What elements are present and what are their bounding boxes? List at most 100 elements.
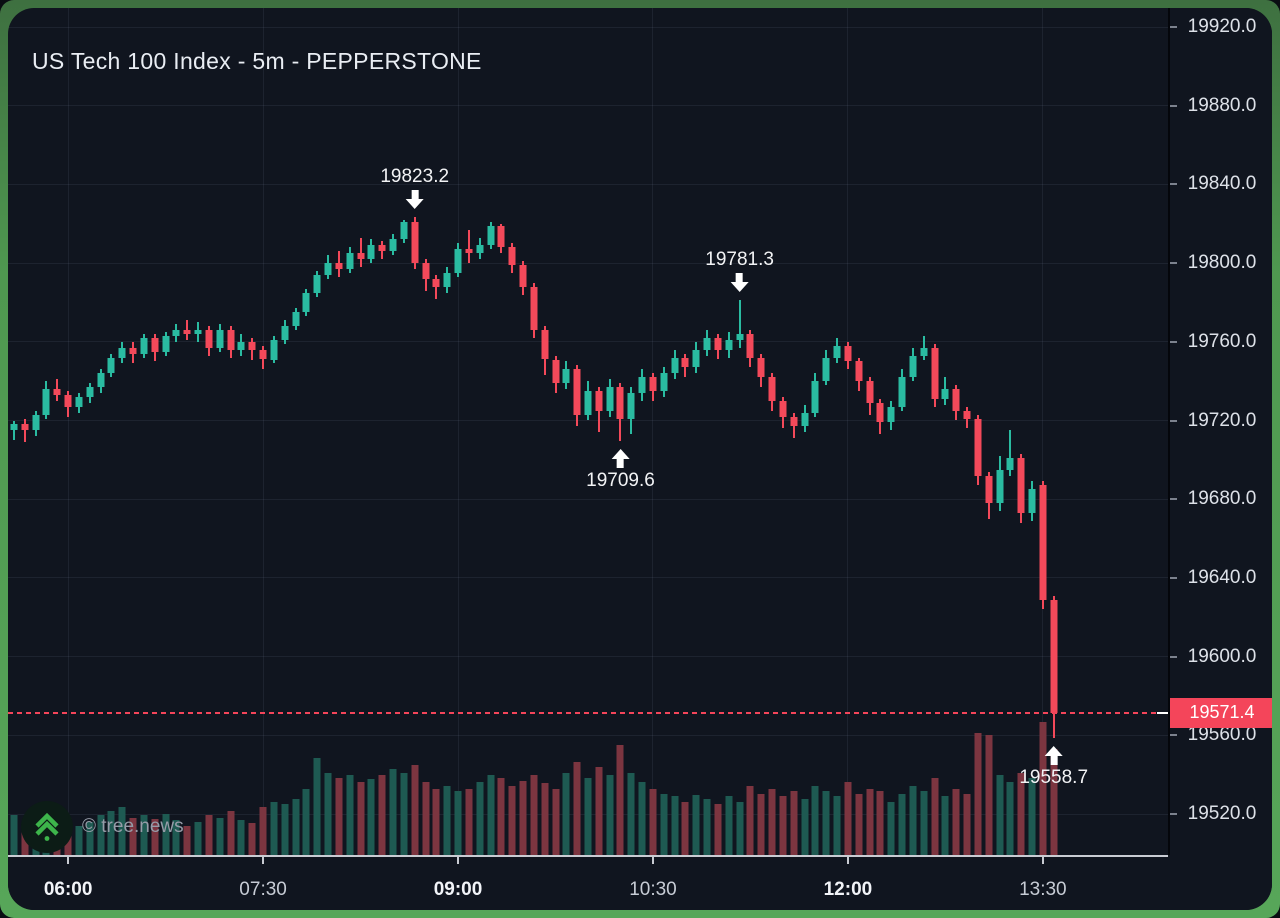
candle-body — [151, 337, 159, 352]
volume-bar — [465, 788, 473, 855]
price-axis[interactable]: 19920.0 19880.0 19840.0 19800.0 19760.0 19720… — [1168, 8, 1272, 855]
price-tick-label: 19560.0 — [1187, 724, 1257, 746]
price-tick-label: 19760.0 — [1187, 330, 1257, 352]
watermark-text: © tree.news — [82, 816, 184, 837]
time-axis[interactable]: 06:00 07:30 09:00 10:30 12:00 13:30 — [8, 855, 1272, 910]
volume-bar — [1006, 781, 1014, 855]
candle-body — [64, 394, 72, 407]
candle-body — [876, 402, 884, 423]
marker: 19558.7 — [1019, 745, 1089, 791]
volume-bar — [476, 781, 484, 855]
volume-bar — [443, 785, 451, 855]
candle-body — [595, 390, 603, 411]
candle-body — [270, 339, 278, 360]
volume-bar — [530, 775, 538, 855]
volume-bar — [671, 796, 679, 855]
volume-bar — [692, 795, 700, 855]
candle-body — [562, 369, 570, 384]
volume-bar — [227, 811, 235, 855]
volume-bar — [129, 817, 137, 855]
candle-body — [1028, 489, 1036, 513]
candle-body — [281, 326, 289, 340]
candle-body — [941, 389, 949, 399]
candle-body — [552, 359, 559, 384]
last-price-line — [8, 711, 1168, 714]
volume-bar — [389, 768, 397, 855]
volume-bar — [183, 825, 191, 855]
vertical-gridline — [457, 8, 459, 855]
tree-news-logo — [21, 801, 73, 853]
candle-body — [313, 274, 321, 293]
candle-body — [432, 278, 440, 287]
candle-wick — [359, 237, 362, 268]
candle-body — [996, 469, 1004, 504]
arrow-stem — [1050, 755, 1058, 765]
time-tick-label: 06:00 — [43, 879, 93, 900]
volume-bar — [855, 793, 863, 855]
volume-bar — [790, 791, 798, 855]
candle-body — [627, 392, 635, 419]
candle-body — [422, 263, 430, 279]
volume-bar — [248, 823, 256, 855]
volume-bar — [649, 788, 657, 855]
candle-body — [259, 349, 267, 360]
volume-bar — [508, 785, 516, 855]
volume-bar — [367, 779, 375, 855]
volume-bar — [779, 796, 787, 855]
volume-bar — [714, 804, 722, 855]
volume-bar — [313, 757, 321, 855]
marker-label: 19709.6 — [586, 469, 655, 491]
vertical-gridline — [1042, 8, 1044, 855]
volume-bar — [270, 801, 278, 855]
candle-body — [118, 347, 126, 358]
candle-body — [140, 337, 148, 354]
horizontal-gridline — [8, 183, 1168, 185]
horizontal-gridline — [8, 656, 1168, 658]
volume-bar — [660, 793, 668, 855]
candle-body — [465, 249, 473, 254]
plot-area[interactable]: 19823.2 19709.6 19781.3 19558.7 — [8, 8, 1168, 855]
volume-bar — [411, 764, 419, 855]
candle-body — [519, 265, 527, 287]
candle-body — [779, 400, 787, 417]
candle-body — [21, 424, 29, 431]
candle-body — [530, 286, 538, 330]
candle-body — [649, 377, 657, 391]
candle-body — [1006, 457, 1014, 470]
volume-bar — [985, 735, 993, 855]
volume-bar — [10, 815, 18, 855]
volume-bar — [952, 788, 960, 855]
arrow-stem — [616, 458, 624, 468]
candle-body — [974, 418, 982, 476]
price-tick-label: 19680.0 — [1187, 488, 1257, 510]
candle-body — [844, 345, 852, 362]
volume-bar — [996, 775, 1004, 855]
horizontal-gridline — [8, 420, 1168, 421]
price-tick-label: 19880.0 — [1187, 94, 1257, 116]
horizontal-gridline — [8, 734, 1168, 736]
volume-bar — [216, 817, 224, 855]
candle-body — [757, 357, 765, 378]
volume-bar — [746, 785, 754, 855]
volume-bar — [432, 788, 440, 855]
volume-bar — [302, 788, 310, 855]
candle-body — [920, 347, 928, 356]
candle-body — [443, 272, 451, 287]
candle-body — [909, 355, 917, 378]
arrow-down-icon — [730, 281, 749, 292]
candle-body — [703, 337, 711, 350]
candle-body — [487, 225, 495, 246]
time-axis-tick — [651, 855, 654, 864]
marker-label: 19558.7 — [1019, 766, 1089, 788]
candle-body — [227, 329, 235, 350]
time-axis-line — [8, 855, 1168, 857]
candle-body — [476, 245, 484, 254]
arrow-stem — [411, 190, 419, 200]
volume-bar — [519, 780, 527, 855]
candle-body — [32, 414, 40, 431]
candle-body — [194, 329, 202, 334]
candle-wick — [738, 299, 741, 348]
volume-bar — [768, 788, 776, 855]
volume-bar — [703, 799, 711, 855]
volume-bar — [833, 796, 841, 855]
